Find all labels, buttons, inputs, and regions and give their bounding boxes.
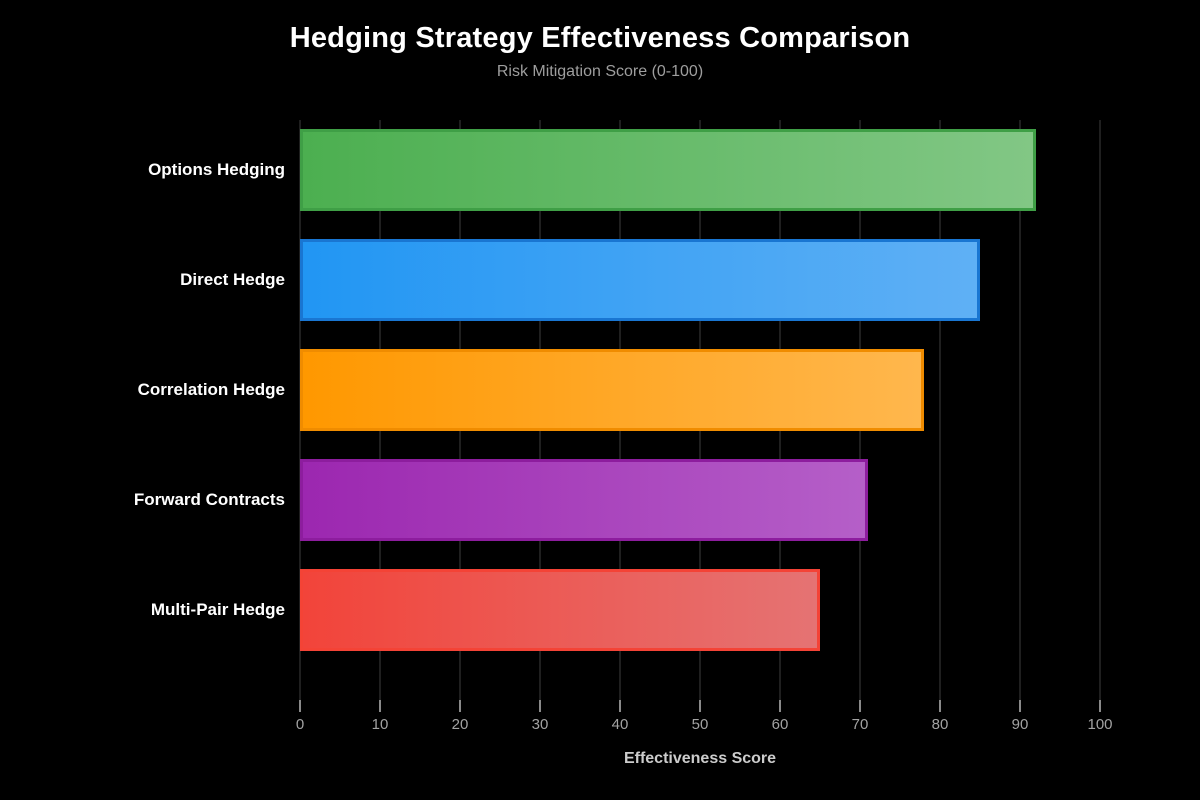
axis-tick-label-20: 20 bbox=[451, 716, 469, 733]
chart-subtitle: Risk Mitigation Score (0-100) bbox=[496, 63, 704, 80]
axis-tick-label-10: 10 bbox=[371, 716, 389, 733]
axis-tick-10 bbox=[379, 700, 381, 712]
axis-tick-40 bbox=[619, 700, 621, 712]
axis-tick-label-100: 100 bbox=[1087, 716, 1113, 733]
axis-tick-50 bbox=[699, 700, 701, 712]
bar-multi-pair-hedge bbox=[300, 569, 820, 651]
axis-tick-20 bbox=[459, 700, 461, 712]
axis-tick-90 bbox=[1019, 700, 1021, 712]
category-label-forward-contracts: Forward Contracts bbox=[133, 490, 285, 509]
category-label-options-hedging: Options Hedging bbox=[148, 160, 285, 179]
bar-correlation-hedge bbox=[300, 349, 924, 431]
axis-tick-70 bbox=[859, 700, 861, 712]
axis-tick-label-40: 40 bbox=[611, 716, 629, 733]
bar-forward-contracts bbox=[300, 459, 868, 541]
bar-options-hedging bbox=[300, 129, 1036, 211]
x-axis-title: Effectiveness Score bbox=[623, 750, 777, 767]
chart-title: Hedging Strategy Effectiveness Compariso… bbox=[289, 22, 911, 54]
category-label-multi-pair-hedge: Multi-Pair Hedge bbox=[150, 600, 285, 619]
category-label-correlation-hedge: Correlation Hedge bbox=[137, 380, 285, 399]
axis-tick-label-80: 80 bbox=[931, 716, 949, 733]
gridline-x-100 bbox=[1099, 120, 1101, 700]
axis-tick-0 bbox=[299, 700, 301, 712]
category-label-direct-hedge: Direct Hedge bbox=[180, 270, 285, 289]
gridline-x-90 bbox=[1019, 120, 1021, 700]
axis-tick-100 bbox=[1099, 700, 1101, 712]
axis-tick-label-50: 50 bbox=[691, 716, 709, 733]
gridline-x-80 bbox=[939, 120, 941, 700]
bar-direct-hedge bbox=[300, 239, 980, 321]
axis-tick-label-0: 0 bbox=[295, 716, 305, 733]
axis-tick-label-30: 30 bbox=[531, 716, 549, 733]
axis-tick-30 bbox=[539, 700, 541, 712]
axis-tick-label-90: 90 bbox=[1011, 716, 1029, 733]
axis-tick-80 bbox=[939, 700, 941, 712]
axis-tick-label-60: 60 bbox=[771, 716, 789, 733]
axis-tick-60 bbox=[779, 700, 781, 712]
axis-tick-label-70: 70 bbox=[851, 716, 869, 733]
